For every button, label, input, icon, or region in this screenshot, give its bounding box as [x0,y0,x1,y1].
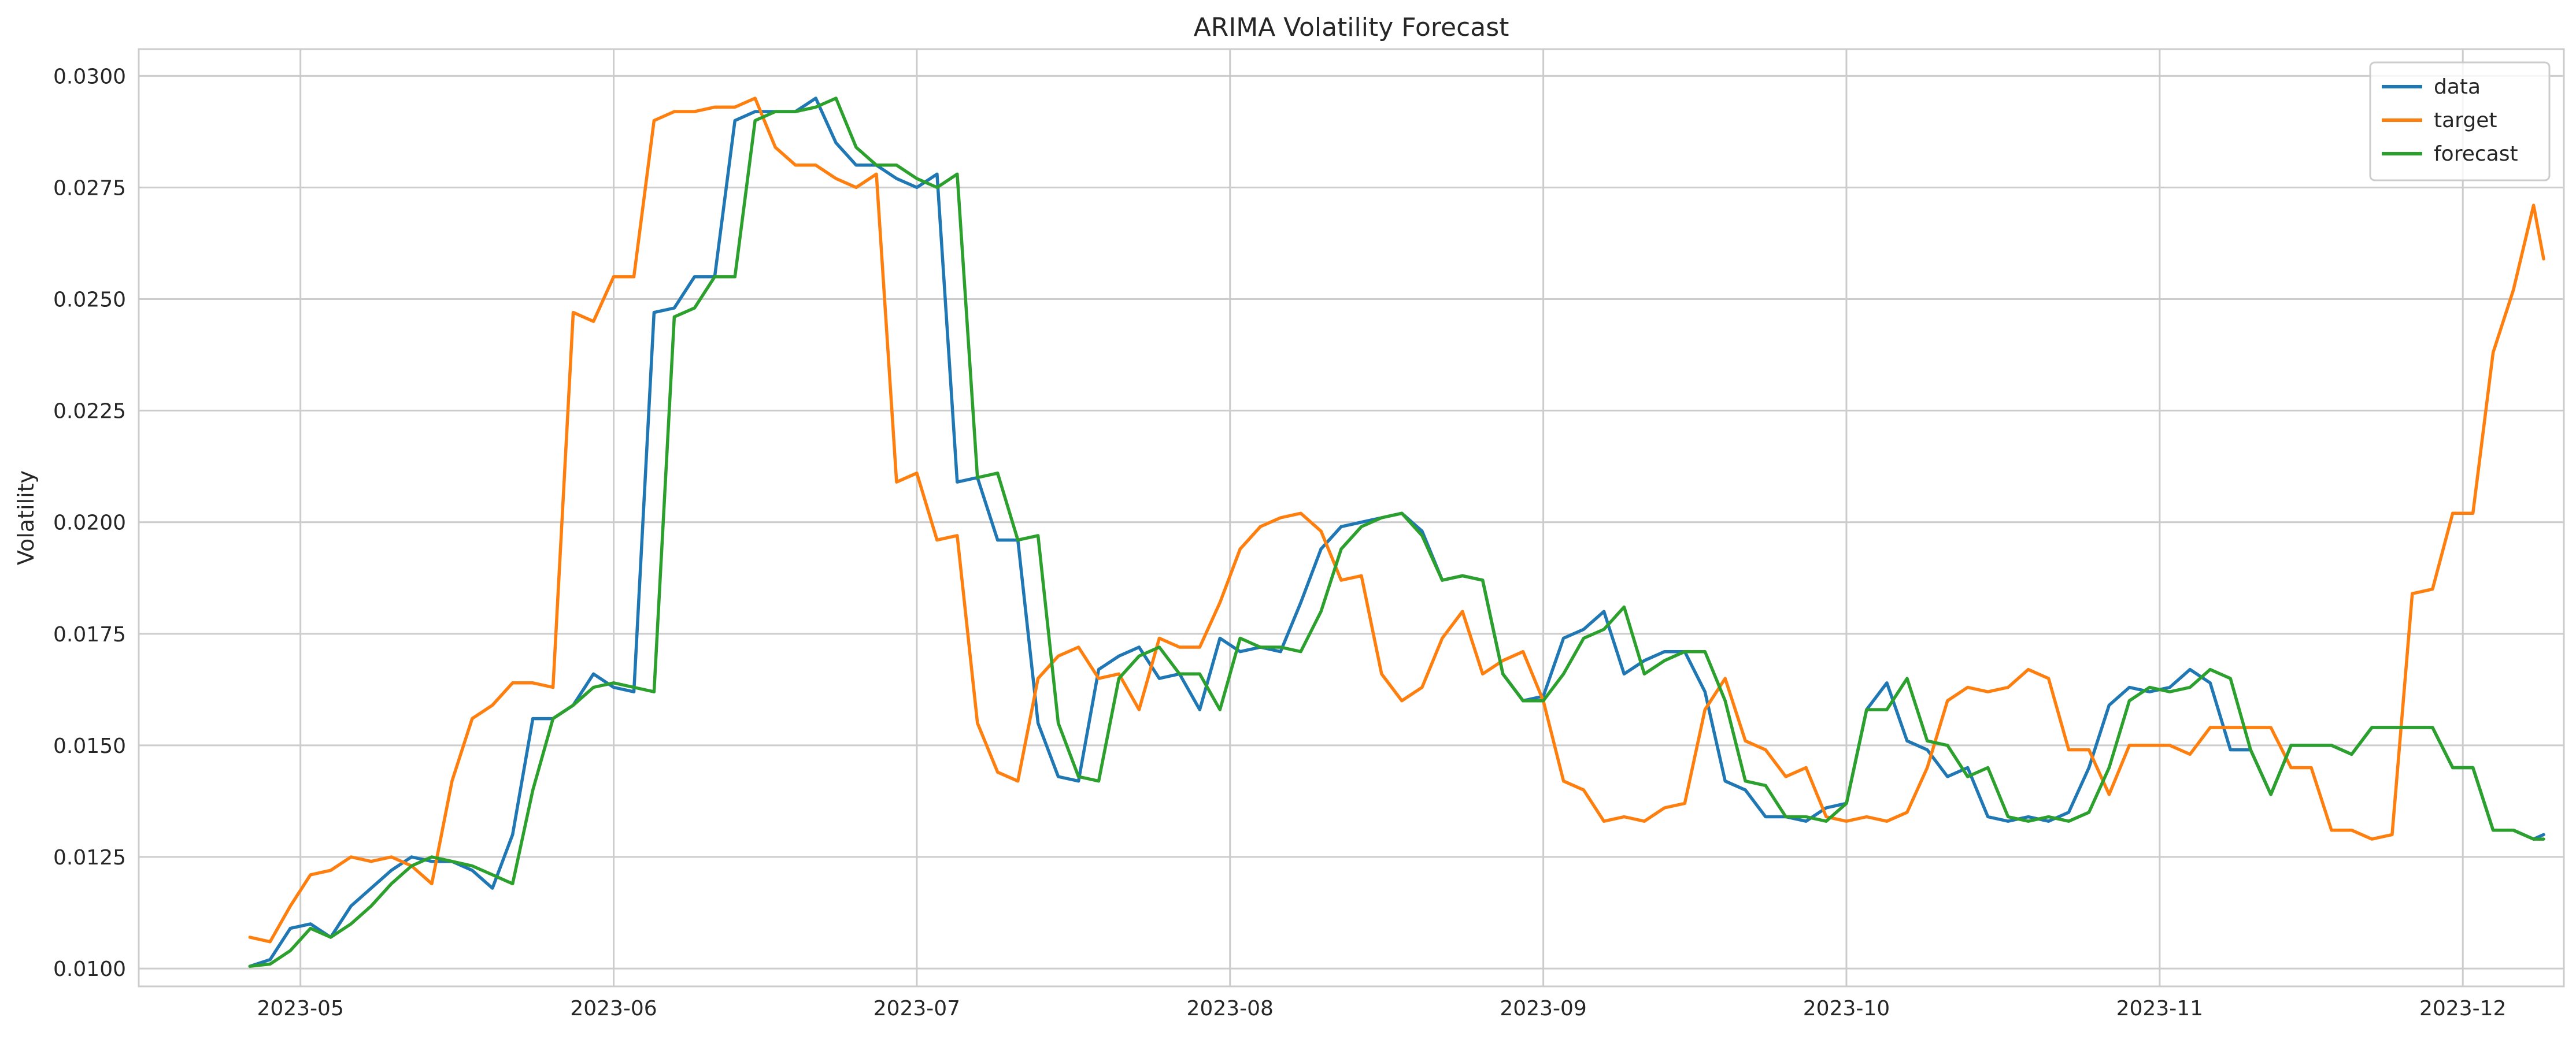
y-tick-label: 0.0150 [53,734,126,758]
series-line-target [248,96,2545,944]
x-tick-label: 2023-09 [1500,997,1586,1020]
legend-label-data: data [2434,75,2481,99]
legend-box [2369,61,2551,181]
x-tick-label: 2023-11 [2116,997,2203,1020]
x-tick-label: 2023-06 [570,997,657,1020]
y-tick-label: 0.0100 [53,957,126,981]
y-tick-label: 0.0300 [53,65,126,88]
x-tick-label: 2023-07 [874,997,960,1020]
y-axis-label: Volatility [13,470,39,565]
legend-label-forecast: forecast [2434,142,2518,166]
y-tick-label: 0.0125 [53,846,126,870]
x-tick-label: 2023-08 [1187,997,1274,1020]
x-tick-label: 2023-10 [1803,997,1890,1020]
y-tick-label: 0.0275 [53,176,126,200]
x-tick-label: 2023-12 [2419,997,2506,1020]
chart-title: ARIMA Volatility Forecast [1194,13,1509,42]
y-tick-label: 0.0250 [53,288,126,312]
y-tick-label: 0.0200 [53,511,126,535]
y-axis: 0.0100 0.0125 0.0150 0.0175 0.0200 0.0225 0.02… [53,65,126,981]
y-tick-label: 0.0225 [53,400,126,424]
x-axis: 2023-05 2023-06 2023-07 2023-08 2023-09 2023-… [257,997,2506,1020]
plot-frame [138,48,2565,988]
series-line-forecast [248,96,2545,968]
series-layer [248,96,2545,968]
x-tick-label: 2023-05 [257,997,343,1020]
legend-label-target: target [2434,109,2497,132]
y-tick-label: 0.0175 [53,623,126,647]
legend: data target forecast [2369,61,2551,181]
